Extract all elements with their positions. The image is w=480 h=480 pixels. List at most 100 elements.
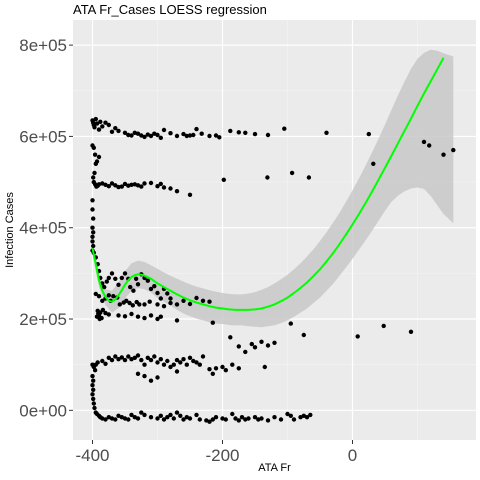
data-point: [155, 375, 160, 380]
data-point: [278, 417, 284, 422]
data-point: [106, 122, 112, 128]
data-point: [158, 296, 163, 301]
data-point: [91, 378, 96, 383]
data-point: [133, 276, 139, 281]
data-point: [236, 344, 241, 349]
data-point: [366, 131, 371, 137]
data-point: [90, 225, 95, 230]
data-point: [184, 362, 189, 367]
data-point: [96, 127, 102, 132]
data-point: [210, 371, 215, 376]
data-point: [158, 135, 163, 140]
data-point: [288, 413, 293, 418]
data-point: [96, 294, 102, 299]
data-point: [265, 343, 271, 348]
data-point: [92, 170, 97, 176]
data-point: [147, 299, 152, 304]
data-point: [131, 288, 136, 293]
data-point: [272, 340, 277, 345]
data-point: [371, 161, 376, 166]
data-point: [100, 358, 105, 364]
data-point: [116, 313, 121, 318]
data-point: [187, 301, 193, 307]
data-point: [304, 415, 310, 420]
data-point: [92, 405, 97, 411]
data-point: [197, 362, 202, 367]
data-point: [129, 133, 134, 138]
data-point: [199, 131, 204, 136]
data-point: [282, 126, 287, 131]
data-point: [92, 152, 98, 157]
y-tick-label: 6e+05: [19, 127, 67, 146]
data-point: [94, 159, 100, 164]
data-point: [142, 134, 147, 140]
data-point: [104, 279, 110, 284]
data-point: [187, 133, 193, 138]
data-point: [139, 357, 144, 363]
data-point: [197, 417, 202, 422]
data-point: [155, 290, 160, 296]
data-point: [158, 181, 163, 187]
data-point: [124, 298, 129, 303]
data-point: [91, 401, 97, 406]
data-point: [122, 314, 128, 319]
data-point: [103, 310, 108, 316]
data-point: [91, 145, 97, 150]
data-point: [272, 415, 277, 420]
data-point: [187, 416, 193, 421]
data-point: [165, 291, 170, 296]
data-point: [90, 383, 95, 388]
data-point: [90, 373, 95, 379]
data-point: [168, 186, 173, 191]
data-point: [161, 127, 167, 133]
data-point: [135, 282, 141, 287]
x-tick-label: -200: [205, 446, 239, 465]
data-point: [181, 298, 186, 303]
data-point: [91, 387, 96, 392]
data-point: [243, 130, 248, 135]
data-point: [137, 302, 142, 307]
data-point: [126, 417, 131, 422]
data-point: [116, 128, 121, 134]
data-point: [355, 334, 360, 339]
data-point: [187, 355, 193, 360]
data-point: [168, 300, 173, 306]
data-point: [155, 416, 160, 421]
data-point: [111, 294, 116, 299]
data-point: [441, 152, 446, 157]
data-point: [98, 119, 103, 125]
data-point: [168, 131, 173, 136]
data-point: [119, 275, 125, 281]
data-point: [181, 417, 186, 422]
data-point: [113, 183, 118, 188]
y-tick-label: 4e+05: [19, 219, 67, 238]
data-point: [213, 133, 219, 138]
data-point: [93, 291, 99, 297]
data-point: [165, 358, 170, 364]
data-point: [113, 126, 118, 131]
data-point: [152, 354, 157, 359]
data-point: [113, 276, 118, 281]
data-point: [102, 284, 107, 290]
data-point: [90, 234, 95, 239]
data-point: [91, 243, 96, 249]
data-point: [158, 357, 163, 362]
data-point: [298, 415, 303, 420]
data-point: [148, 357, 154, 363]
data-point: [109, 271, 115, 276]
data-point: [155, 132, 160, 138]
data-point: [90, 198, 95, 203]
data-point: [228, 335, 233, 340]
data-point: [113, 417, 118, 422]
data-point: [233, 416, 238, 421]
data-point: [207, 367, 212, 372]
data-point: [265, 418, 271, 423]
data-point: [91, 216, 96, 221]
data-point: [174, 410, 180, 415]
data-point: [230, 411, 235, 417]
data-point: [113, 354, 118, 359]
data-point: [109, 129, 115, 134]
data-point: [142, 412, 147, 418]
data-point: [181, 131, 186, 137]
data-point: [119, 184, 125, 189]
